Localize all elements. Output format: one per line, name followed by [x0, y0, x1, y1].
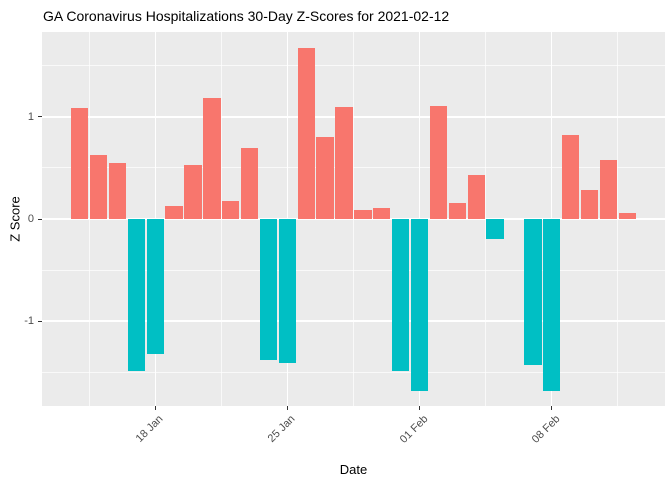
bar: [71, 107, 89, 219]
y-tick-label: -1: [24, 315, 34, 328]
bar: [259, 219, 278, 361]
bar: [543, 219, 561, 391]
x-tick-mark: [286, 406, 288, 410]
major-gridline-horizontal: [42, 218, 665, 220]
bar: [392, 219, 410, 372]
bar: [561, 135, 580, 219]
bar: [373, 207, 391, 219]
bar: [127, 219, 146, 372]
bar: [316, 137, 334, 219]
bar: [410, 219, 429, 391]
bar: [448, 202, 466, 219]
y-tick-mark: [38, 320, 42, 322]
plot-panel: [42, 32, 665, 406]
x-axis-title: Date: [339, 462, 368, 477]
bar: [429, 105, 448, 219]
bar: [203, 98, 221, 219]
y-tick-mark: [38, 218, 42, 220]
bar: [89, 154, 108, 219]
bar: [240, 148, 259, 219]
bar: [354, 209, 372, 219]
bar: [599, 159, 618, 219]
bar: [618, 212, 636, 219]
x-tick-mark: [551, 406, 553, 410]
x-tick-mark: [154, 406, 156, 410]
y-tick-label: 0: [27, 213, 34, 225]
major-gridline-horizontal: [42, 320, 665, 322]
bar: [467, 175, 485, 219]
y-tick-mark: [38, 116, 42, 118]
bar: [165, 205, 183, 219]
bar: [580, 190, 599, 219]
bar: [146, 219, 164, 354]
y-tick-label: 1: [27, 110, 34, 123]
bar: [278, 219, 297, 364]
bar: [335, 106, 353, 219]
x-tick-mark: [419, 406, 421, 410]
bar: [486, 219, 504, 240]
bar: [222, 200, 240, 219]
bar: [297, 48, 315, 219]
bar: [108, 162, 127, 219]
bar: [184, 164, 202, 219]
bar: [524, 219, 542, 366]
y-axis-title: Z Score: [7, 196, 23, 242]
major-gridline-horizontal: [42, 116, 665, 118]
chart-title: GA Coronavirus Hospitalizations 30-Day Z…: [43, 8, 450, 24]
